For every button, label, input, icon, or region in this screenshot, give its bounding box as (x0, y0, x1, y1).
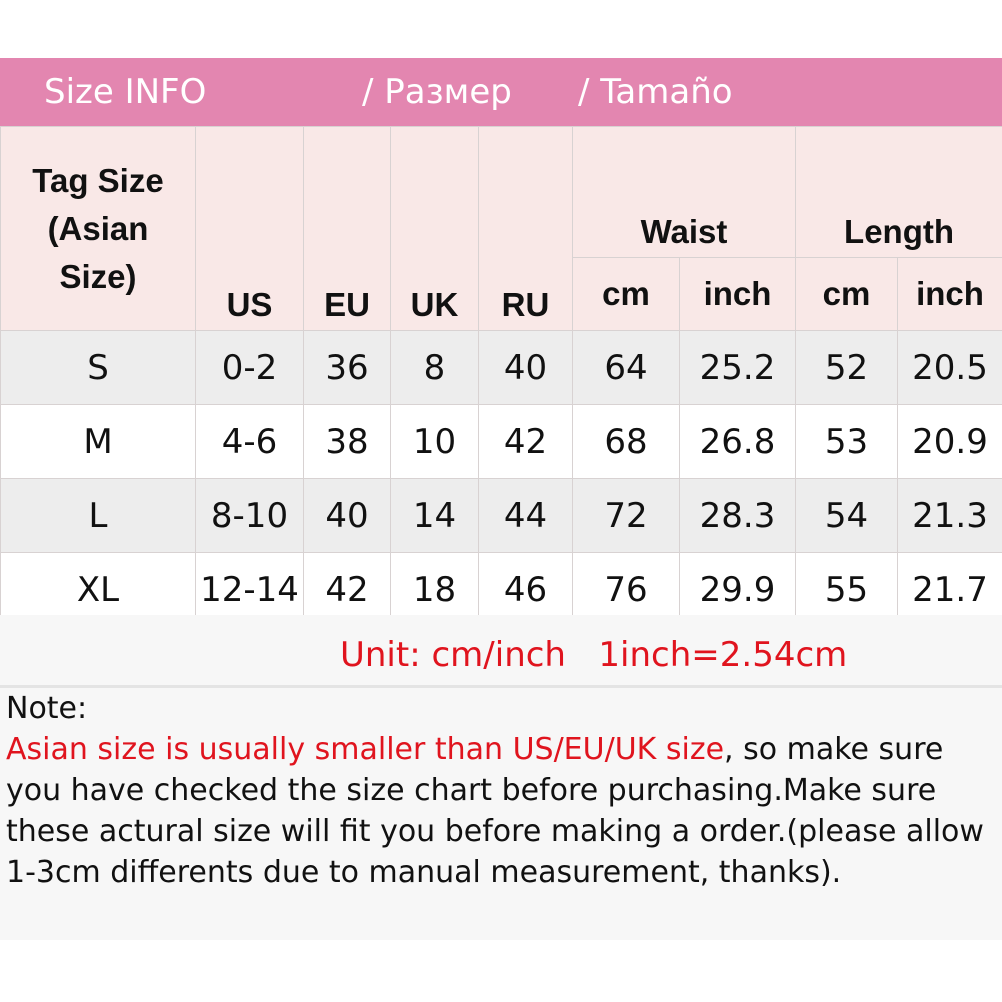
note-label: Note: (6, 691, 88, 726)
unit-row: Unit: cm/inch 1inch=2.54cm (0, 615, 1002, 688)
table-cell: 53 (795, 404, 899, 479)
table-cell: 26.8 (678, 404, 797, 479)
header-waist-inch: inch (678, 257, 797, 331)
table-cell: 8 (390, 330, 479, 405)
note-text: , so make sure you have checked the size… (6, 732, 984, 890)
header-ru: RU (478, 126, 573, 331)
table-row: L 8-10 40 14 44 72 28.3 54 21.3 (0, 478, 1002, 553)
title-en: Size INFO (44, 72, 207, 112)
table-row: M 4-6 38 10 42 68 26.8 53 20.9 (0, 404, 1002, 479)
table-cell: 18 (390, 552, 479, 627)
table-row: XL 12-14 42 18 46 76 29.9 55 21.7 (0, 552, 1002, 627)
table-cell: 21.3 (897, 478, 1002, 553)
title-banner: Size INFO / Размер / Tamaño (0, 58, 1002, 126)
table-cell: 21.7 (897, 552, 1002, 627)
table-row: S 0-2 36 8 40 64 25.2 52 20.5 (0, 330, 1002, 405)
table-cell: 38 (303, 404, 391, 479)
table-cell: L (0, 478, 196, 553)
header-uk: UK (390, 126, 479, 331)
table-cell: 68 (572, 404, 680, 479)
table-cell: 0-2 (195, 330, 304, 405)
table-cell: 55 (795, 552, 899, 627)
table-cell: XL (0, 552, 196, 627)
header-us: US (195, 126, 304, 331)
note-section: Note: Asian size is usually smaller than… (0, 688, 1002, 940)
title-ru: / Размер (362, 72, 512, 112)
header-length-inch: inch (897, 257, 1002, 331)
table-cell: 72 (572, 478, 680, 553)
header-waist: Waist (571, 126, 797, 258)
table-cell: 8-10 (195, 478, 304, 553)
note-warning: Asian size is usually smaller than US/EU… (6, 732, 725, 767)
table-cell: 54 (795, 478, 899, 553)
table-cell: 28.3 (678, 478, 797, 553)
table-cell: S (0, 330, 196, 405)
table-cell: 52 (795, 330, 899, 405)
table-cell: 40 (478, 330, 573, 405)
table-cell: M (0, 404, 196, 479)
size-table: Tag Size (Asian Size) US EU UK RU Waist Le… (0, 126, 1002, 627)
table-cell: 40 (303, 478, 391, 553)
header-waist-cm: cm (572, 257, 680, 331)
table-cell: 44 (478, 478, 573, 553)
title-es: / Tamaño (578, 72, 733, 112)
table-cell: 76 (572, 552, 680, 627)
header-length-cm: cm (795, 257, 899, 331)
table-cell: 42 (478, 404, 573, 479)
table-cell: 14 (390, 478, 479, 553)
unit-text: Unit: cm/inch 1inch=2.54cm (340, 635, 848, 675)
table-cell: 64 (572, 330, 680, 405)
table-cell: 29.9 (678, 552, 797, 627)
table-cell: 20.5 (897, 330, 1002, 405)
table-cell: 25.2 (678, 330, 797, 405)
table-cell: 20.9 (897, 404, 1002, 479)
header-eu: EU (303, 126, 391, 331)
note-body: Asian size is usually smaller than US/EU… (6, 729, 1002, 893)
header-length: Length (795, 126, 1002, 258)
table-cell: 4-6 (195, 404, 304, 479)
table-cell: 36 (303, 330, 391, 405)
table-cell: 10 (390, 404, 479, 479)
header-tag-size: Tag Size (Asian Size) (0, 126, 196, 331)
